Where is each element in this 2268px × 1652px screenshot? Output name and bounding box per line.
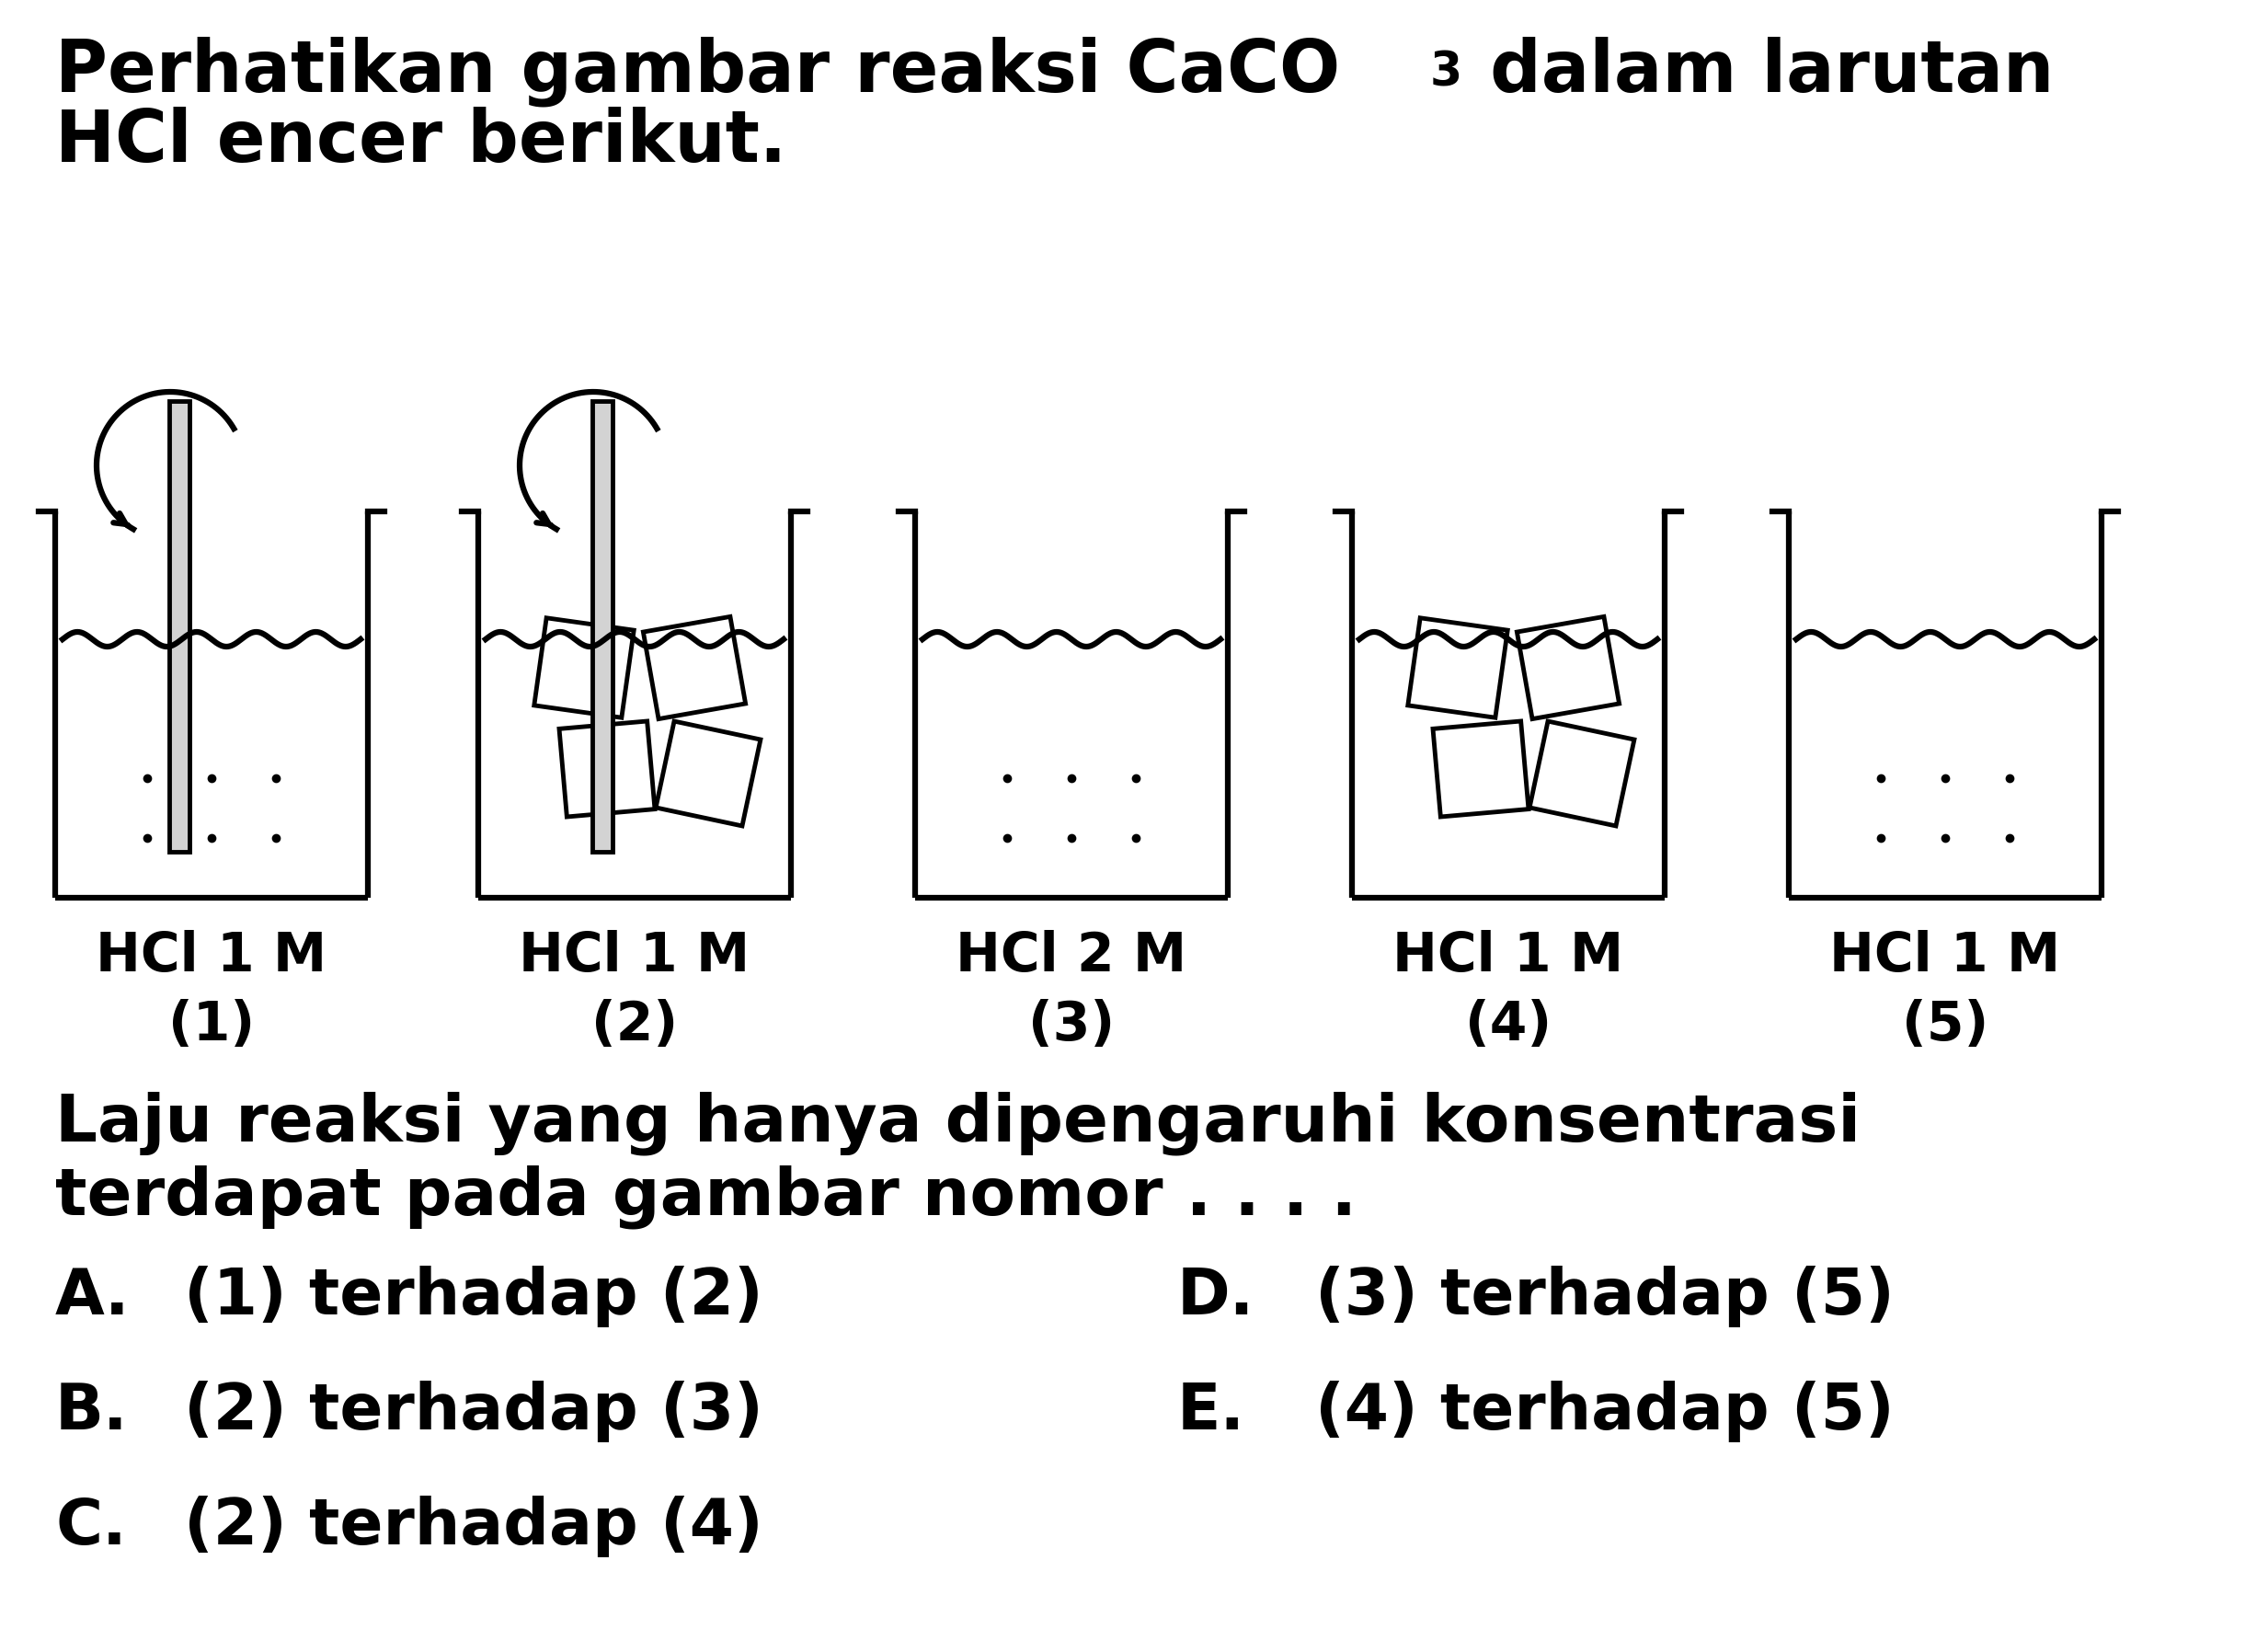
Text: (5): (5) [1903, 999, 1989, 1051]
Text: HCl 1 M: HCl 1 M [519, 930, 751, 983]
Text: C.: C. [54, 1495, 127, 1558]
Text: HCl encer berikut.: HCl encer berikut. [54, 107, 787, 177]
Text: (1): (1) [168, 999, 254, 1051]
Text: (1) terhadap (2): (1) terhadap (2) [184, 1265, 762, 1327]
Text: 3: 3 [1431, 50, 1463, 96]
Text: (2) terhadap (4): (2) terhadap (4) [184, 1495, 762, 1558]
Polygon shape [592, 401, 612, 852]
Text: A.: A. [54, 1265, 129, 1327]
Text: (4) terhadap (5): (4) terhadap (5) [1315, 1381, 1894, 1442]
Text: dalam larutan: dalam larutan [1465, 36, 2055, 107]
Text: (3) terhadap (5): (3) terhadap (5) [1315, 1265, 1894, 1327]
Text: Laju reaksi yang hanya dipengaruhi konsentrasi: Laju reaksi yang hanya dipengaruhi konse… [54, 1090, 1860, 1155]
Text: HCl 1 M: HCl 1 M [95, 930, 327, 983]
Text: (4): (4) [1465, 999, 1551, 1051]
Text: (2): (2) [592, 999, 678, 1051]
Text: (3): (3) [1027, 999, 1116, 1051]
Text: B.: B. [54, 1381, 129, 1442]
Text: D.: D. [1177, 1265, 1254, 1327]
Text: (2) terhadap (3): (2) terhadap (3) [184, 1381, 764, 1442]
Text: Perhatikan gambar reaksi CaCO: Perhatikan gambar reaksi CaCO [54, 36, 1340, 107]
Polygon shape [170, 401, 191, 852]
Text: terdapat pada gambar nomor . . . .: terdapat pada gambar nomor . . . . [54, 1165, 1356, 1229]
Text: E.: E. [1177, 1381, 1245, 1442]
Text: HCl 1 M: HCl 1 M [1393, 930, 1624, 983]
Text: HCl 2 M: HCl 2 M [957, 930, 1186, 983]
Text: HCl 1 M: HCl 1 M [1830, 930, 2062, 983]
